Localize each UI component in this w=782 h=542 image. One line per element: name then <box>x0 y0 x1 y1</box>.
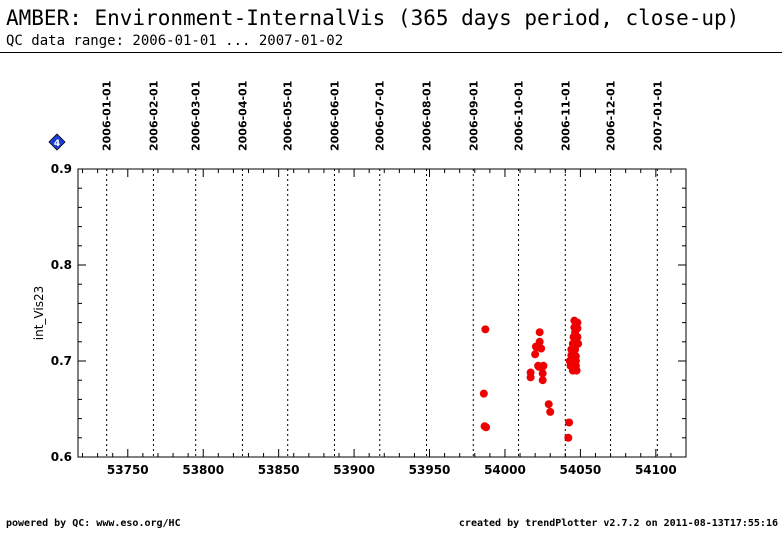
x-tick-label: 53850 <box>258 463 300 477</box>
data-point <box>481 325 490 334</box>
date-tick-label: 2006-05-01 <box>282 81 295 151</box>
date-tick-labels: 2006-01-01 2006-02-01 2006-03-01 2006-04-01… <box>101 81 665 151</box>
data-point <box>564 433 573 442</box>
data-point <box>531 350 540 359</box>
x-tick-label: 53750 <box>107 463 149 477</box>
y-axis-label: int_Vis23 <box>32 286 46 340</box>
x-tick-label: 54100 <box>635 463 677 477</box>
data-point <box>573 333 582 341</box>
data-point <box>565 418 574 427</box>
data-point <box>573 318 582 327</box>
x-tick-label: 53800 <box>182 463 224 477</box>
chart-title: AMBER: Environment-InternalVis (365 days… <box>6 6 740 30</box>
data-point <box>479 389 488 398</box>
x-tick-label: 54000 <box>484 463 526 477</box>
date-tick-label: 2006-02-01 <box>147 81 160 151</box>
x-axis: 53750 53800 53850 53900 53950 54000 54050 54100 <box>82 169 687 477</box>
data-point <box>482 423 491 432</box>
x-tick-label: 53900 <box>333 463 375 477</box>
data-points <box>479 316 583 442</box>
data-point <box>538 376 547 385</box>
data-point <box>537 344 546 353</box>
grid-layer <box>106 169 658 457</box>
plot-frame <box>77 168 687 458</box>
date-tick-label: 2007-01-01 <box>651 81 664 151</box>
header-divider <box>0 52 782 53</box>
data-point <box>535 328 544 337</box>
y-tick-label: 0.9 <box>51 162 72 176</box>
footer-created-by: created by trendPlotter v2.7.2 on 2011-0… <box>458 518 778 529</box>
chart-subtitle: QC data range: 2006-01-01 ... 2007-01-02 <box>6 33 344 49</box>
x-tick-label: 54050 <box>560 463 602 477</box>
data-point <box>572 366 581 375</box>
date-tick-label: 2006-01-01 <box>101 81 114 151</box>
data-point <box>539 361 548 370</box>
y-tick-label: 0.7 <box>51 354 72 368</box>
data-point <box>574 339 583 348</box>
date-tick-label: 2006-12-01 <box>605 81 618 151</box>
y-tick-label: 0.8 <box>51 258 72 272</box>
data-point <box>544 400 553 409</box>
date-tick-label: 2006-07-01 <box>374 81 387 151</box>
y-axis: 0.6 0.7 0.8 0.9 <box>51 162 686 464</box>
badge-diamond-icon: 4 <box>48 133 66 151</box>
data-point <box>546 407 555 416</box>
date-tick-label: 2006-08-01 <box>421 81 434 151</box>
date-tick-label: 2006-03-01 <box>190 81 203 151</box>
date-tick-label: 2006-06-01 <box>328 81 341 151</box>
date-tick-label: 2006-04-01 <box>236 81 249 151</box>
badge-label: 4 <box>54 139 60 149</box>
x-tick-label: 53950 <box>409 463 451 477</box>
data-point <box>526 368 535 377</box>
date-tick-label: 2006-10-01 <box>513 81 526 151</box>
date-tick-label: 2006-11-01 <box>559 81 572 151</box>
footer-powered-by: powered by QC: www.eso.org/HC <box>6 518 181 529</box>
data-point <box>535 337 544 346</box>
y-tick-label: 0.6 <box>51 450 72 464</box>
date-tick-label: 2006-09-01 <box>467 81 480 151</box>
data-point <box>538 369 547 378</box>
data-point <box>573 324 582 333</box>
